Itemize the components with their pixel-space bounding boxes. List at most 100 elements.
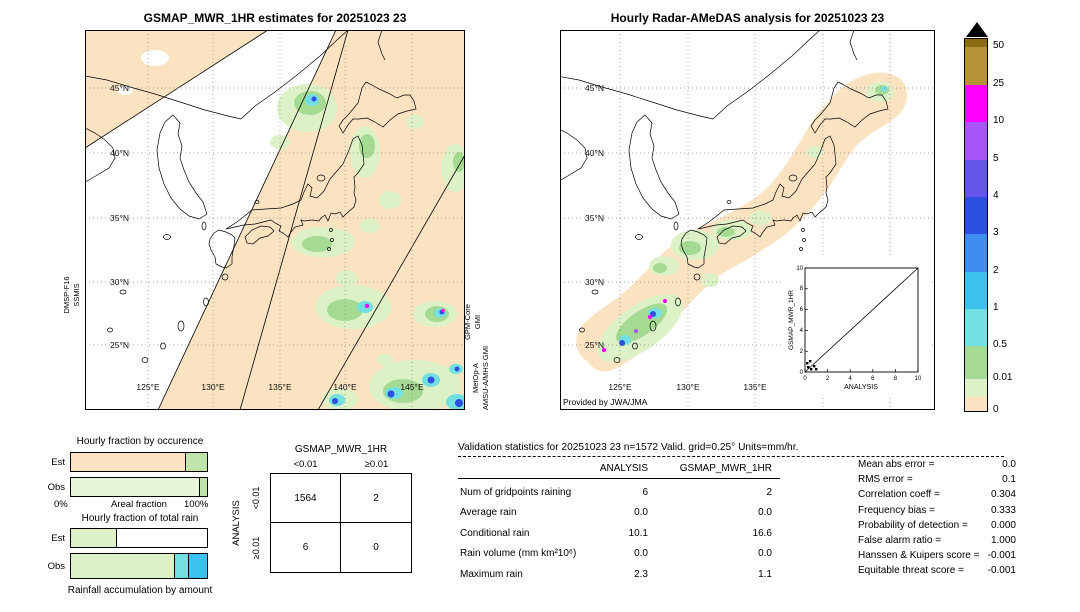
grid-lines bbox=[85, 30, 465, 410]
bar-segment bbox=[185, 453, 207, 471]
inset-tick-label: 6 bbox=[800, 307, 804, 313]
score-label: Probability of detection = bbox=[858, 519, 968, 531]
colorbar-segment bbox=[965, 379, 987, 397]
lat-tick: 35°N bbox=[110, 213, 129, 223]
inset-tick-label: 0 bbox=[803, 376, 807, 382]
score-label: Correlation coeff = bbox=[858, 489, 940, 501]
validation-row-label: Conditional rain bbox=[460, 527, 530, 539]
inset-tick-label: 0 bbox=[800, 370, 804, 376]
validation-row: Maximum rain 2.3 1.1 bbox=[460, 564, 772, 585]
colorbar-overflow-triangle bbox=[966, 22, 988, 37]
row-label-obs: Obs bbox=[47, 561, 65, 572]
lon-ticks: 125°E 130°E 135°E 140°E 145°E bbox=[136, 382, 424, 392]
colorbar-label: 25 bbox=[993, 78, 1005, 89]
occurrence-obs-bar bbox=[70, 477, 208, 497]
colorbar-segment bbox=[965, 122, 987, 160]
score-line: Correlation coeff = 0.304 bbox=[858, 489, 1016, 504]
score-label: Hanssen & Kuipers score = bbox=[858, 550, 980, 562]
axis-hundred-label: 100% bbox=[184, 499, 209, 510]
colorbar-label: 2 bbox=[993, 265, 999, 276]
axis-title: Areal fraction bbox=[111, 499, 167, 510]
score-value: 0.000 bbox=[990, 519, 1016, 531]
colorbar-segment bbox=[965, 234, 987, 272]
validation-col-header-gsmap: GSMAP_MWR_1HR bbox=[679, 463, 772, 474]
lat-ticks: 45°N 40°N 35°N 30°N 25°N bbox=[110, 83, 129, 350]
totalrain-chart-title: Hourly fraction of total rain bbox=[81, 513, 199, 524]
lon-tick: 130°E bbox=[676, 382, 700, 392]
validation-analysis-value: 2.3 bbox=[634, 568, 648, 580]
credit-text: Provided by JWA/JMA bbox=[563, 397, 648, 407]
satellite-label-metop: MetOp-A AMSU-A/MHS GMI bbox=[471, 336, 491, 420]
score-value: 0.304 bbox=[990, 489, 1016, 501]
inset-tick-label: 4 bbox=[849, 376, 853, 382]
validation-row-label: Average rain bbox=[460, 507, 517, 519]
score-line: Equitable threat score = -0.001 bbox=[858, 565, 1016, 580]
score-label: Mean abs error = bbox=[858, 459, 935, 470]
row-label-est: Est bbox=[51, 533, 65, 544]
inset-tick-label: 2 bbox=[800, 349, 804, 355]
colorbar-label: 5 bbox=[993, 153, 999, 164]
colorbar-label: 0.5 bbox=[993, 339, 1007, 350]
lon-tick: 125°E bbox=[608, 382, 632, 392]
bar-segment bbox=[71, 478, 199, 496]
row-label-obs: Obs bbox=[47, 482, 65, 493]
validation-gsmap-value: 1.1 bbox=[758, 568, 772, 580]
contingency-cell: 0 bbox=[373, 542, 379, 553]
score-line: Probability of detection = 0.000 bbox=[858, 520, 1016, 535]
contingency-table: 1564 2 6 0 bbox=[270, 473, 412, 573]
satellite-label-line: SSMIS bbox=[71, 283, 81, 307]
score-label: RMS error = bbox=[858, 474, 913, 486]
right-map-title: Hourly Radar-AMeDAS analysis for 2025102… bbox=[610, 11, 885, 25]
lat-tick: 40°N bbox=[110, 148, 129, 158]
occurrence-est-bar bbox=[70, 452, 208, 472]
inset-tick-label: 10 bbox=[915, 376, 922, 382]
validation-gsmap-value: 0.0 bbox=[758, 507, 772, 519]
score-line: Mean abs error = 0.0 bbox=[858, 459, 1016, 474]
contingency-col-label: ≥0.01 bbox=[364, 459, 389, 470]
validation-row: Average rain 0.0 0.0 bbox=[460, 503, 772, 524]
bar-segment bbox=[71, 529, 116, 547]
bar-segment bbox=[115, 529, 207, 547]
colorbar-label: 3 bbox=[993, 227, 999, 238]
satellite-label-line: DMSP-F16 bbox=[62, 276, 71, 314]
lon-tick: 140°E bbox=[333, 382, 357, 392]
score-line: Hanssen & Kuipers score = -0.001 bbox=[858, 550, 1016, 565]
lon-tick: 145°E bbox=[400, 382, 424, 392]
colorbar-segment bbox=[965, 47, 987, 85]
validation-row-label: Num of gridpoints raining bbox=[460, 486, 572, 498]
validation-title: Validation statistics for 20251023 23 n=… bbox=[458, 442, 799, 453]
map-border bbox=[85, 30, 465, 410]
contingency-cell: 2 bbox=[341, 474, 411, 523]
precip-blobs bbox=[270, 84, 465, 410]
validation-row: Num of gridpoints raining 6 2 bbox=[460, 482, 772, 503]
lon-tick: 125°E bbox=[136, 382, 160, 392]
inset-tick-label: 2 bbox=[826, 376, 830, 382]
bar-segment bbox=[187, 554, 207, 578]
validation-gsmap-value: 16.6 bbox=[752, 527, 772, 539]
colorbar-segment bbox=[965, 39, 987, 47]
validation-analysis-value: 0.0 bbox=[634, 507, 648, 519]
score-line: False alarm ratio = 1.000 bbox=[858, 535, 1016, 550]
inset-y-label: GSMAP_MWR_1HR bbox=[788, 290, 795, 350]
bar-segment bbox=[198, 478, 207, 496]
colorbar-segment bbox=[965, 397, 987, 411]
colorbar-label: 0 bbox=[993, 404, 999, 415]
map-border bbox=[560, 30, 935, 410]
validation-row-label: Rain volume (mm km²10⁶) bbox=[460, 548, 577, 560]
bar-segment bbox=[174, 554, 188, 578]
validation-analysis-value: 0.0 bbox=[634, 548, 648, 560]
colorbar-segment bbox=[965, 160, 987, 197]
validation-gsmap-value: 2 bbox=[766, 486, 772, 498]
colorbar-segment bbox=[965, 309, 987, 346]
contingency-cell: 6 bbox=[271, 523, 341, 572]
colorbar-segments bbox=[964, 38, 988, 412]
score-value: 0.0 bbox=[1002, 459, 1016, 470]
contingency-row-label: <0.01 bbox=[251, 486, 261, 510]
validation-analysis-value: 6 bbox=[642, 486, 648, 498]
colorbar-label: 1 bbox=[993, 302, 999, 313]
occurrence-chart-title: Hourly fraction by occurence bbox=[76, 436, 204, 447]
score-label: Equitable threat score = bbox=[858, 565, 964, 577]
bar-segment bbox=[71, 554, 175, 578]
left-map-title: GSMAP_MWR_1HR estimates for 20251023 23 bbox=[143, 11, 407, 25]
